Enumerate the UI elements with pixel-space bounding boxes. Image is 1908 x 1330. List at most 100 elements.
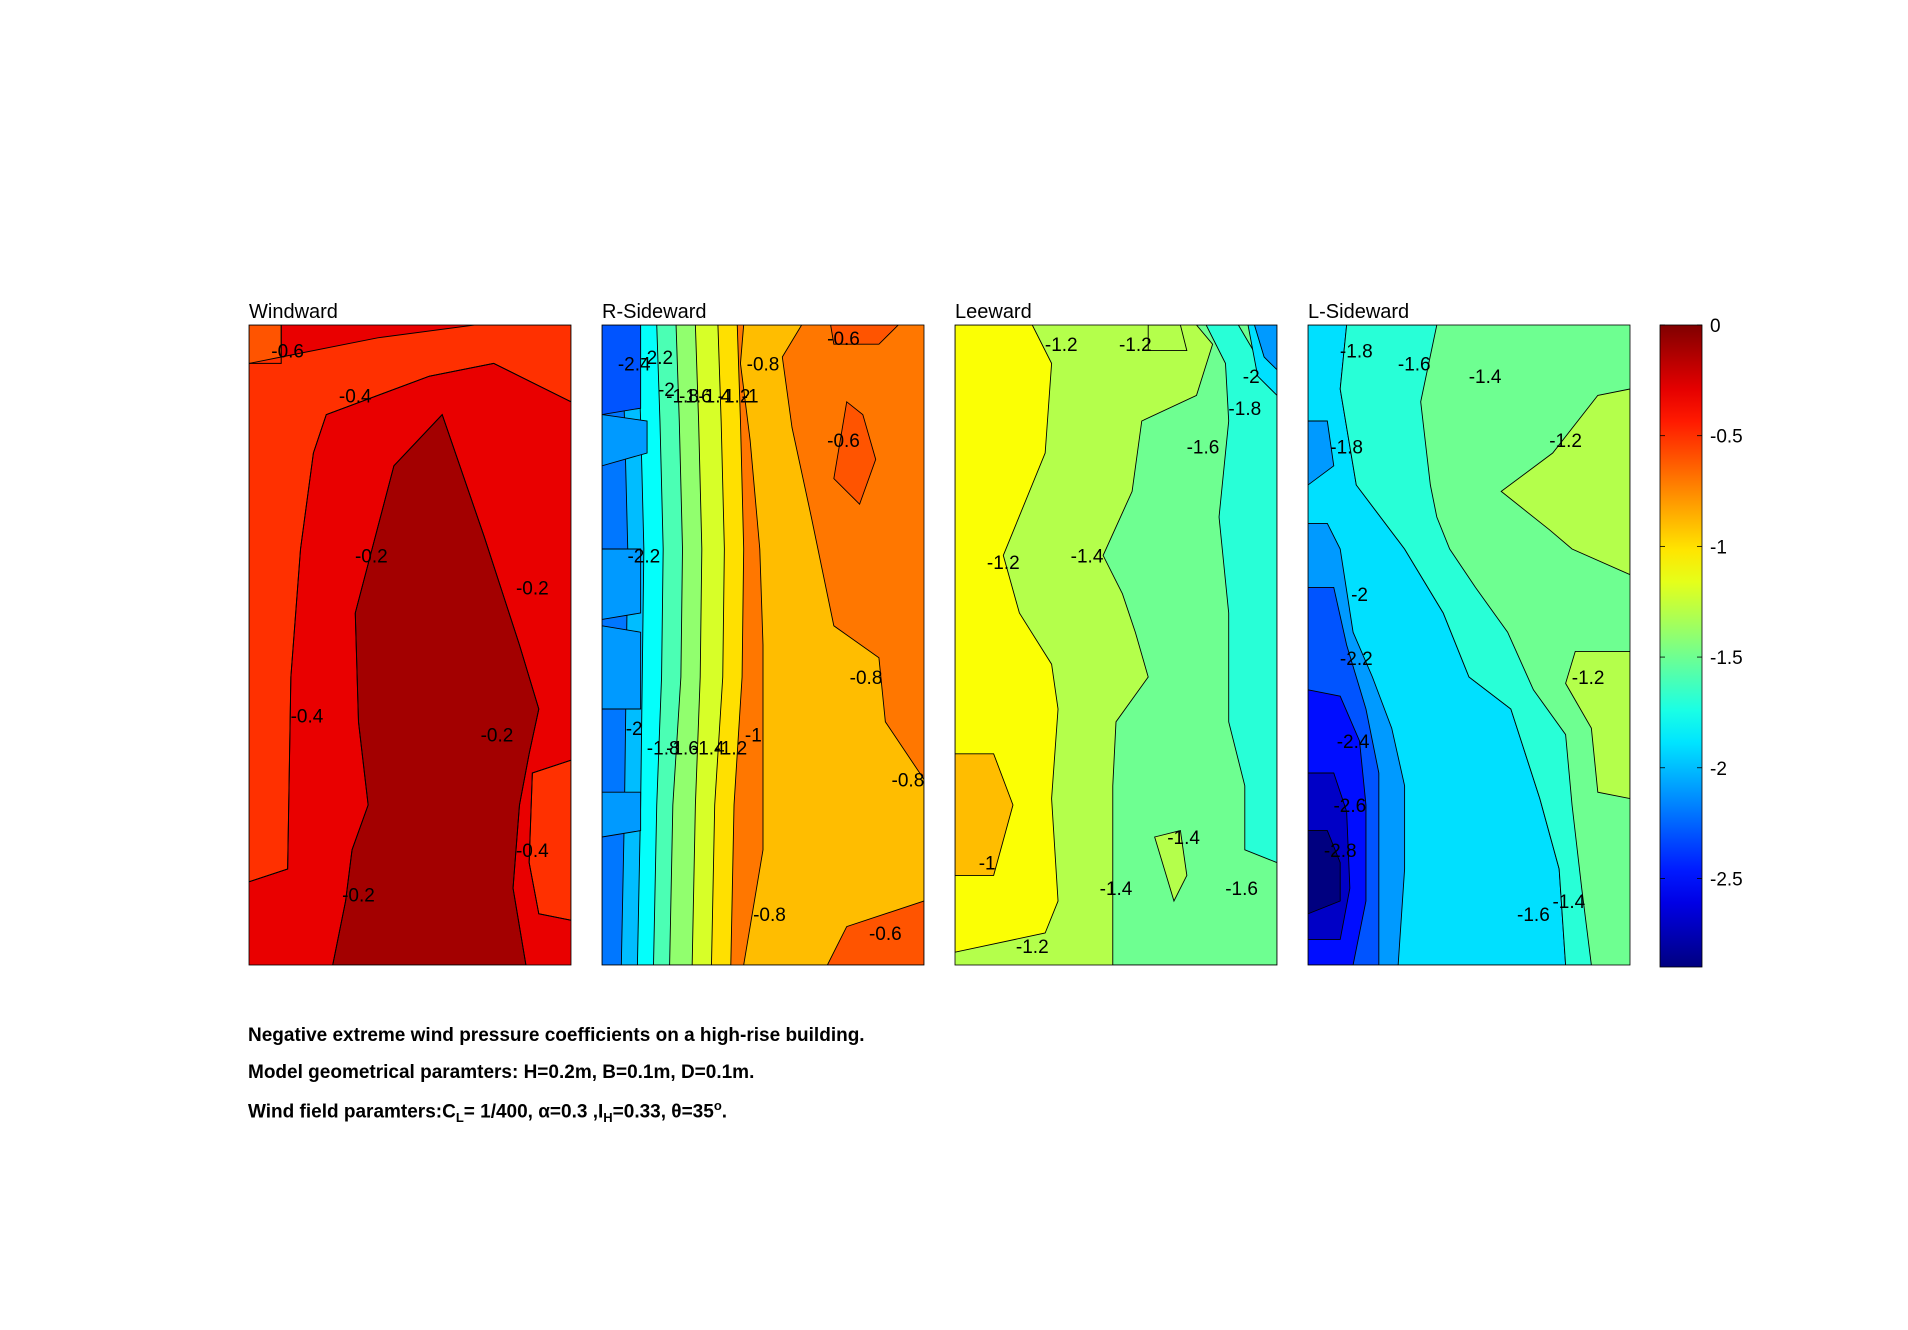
panel-body [955,325,1277,965]
panel-frame [1307,324,1631,966]
caption-line-3: Wind field paramters:CL= 1/400, α=0.3 ,I… [248,1098,727,1125]
panel-body [1308,325,1630,965]
contour-label: -1.6 [1517,905,1550,926]
contour-label: -1.4 [698,386,731,407]
contour-label: -1.2 [714,738,747,759]
panel-title: Leeward [955,301,1032,323]
caption-line-3-sub-h: H [603,1110,613,1126]
contour-label: -0.4 [339,386,372,407]
contour-region [830,325,899,345]
contour-label: -1.8 [1228,399,1261,420]
contour-label: -2.4 [1337,732,1370,753]
contour-region [833,400,877,506]
contour-label: -0.8 [892,770,925,791]
contour-line [249,362,571,883]
caption-line-2: Model geometrical paramters: H=0.2m, B=0… [248,1062,755,1083]
panel-frame [954,324,1278,966]
contour-label: -1.4 [692,738,725,759]
contour-region [1154,830,1188,903]
contour-label: -1.4 [1469,367,1502,388]
contour-line [249,325,282,364]
contour-label: -0.2 [516,578,549,599]
contour-label: -1.8 [1330,438,1363,459]
contour-label: -0.2 [355,546,388,567]
contour-label: -0.2 [481,726,514,747]
contour-region [1147,325,1188,352]
contour-line [528,759,571,921]
panel-r-sideward: -2.4-2.2-2-1.8-1.6-1.4-1.2-1-0.8-0.6-0.6… [601,301,925,966]
contour-label: -1.6 [1398,354,1431,375]
contour-region [602,548,642,620]
contour-label: -2.2 [1340,649,1373,670]
contour-label: -0.6 [271,342,304,363]
contour-label: -2.6 [1333,796,1366,817]
colorbar-tick-label: -0.5 [1710,427,1743,448]
contour-label: -1.2 [1572,668,1605,689]
contour-region [1565,650,1630,800]
contour-label: -2 [1243,367,1260,388]
panel-windward: -0.6 -0.4 -0.2 -0.2 -0.4 -0.2 -0.4 -0.2 Windward [248,301,572,966]
colorbar-tick-label: -1 [1710,537,1727,558]
contour-label: -0.2 [342,886,375,907]
contour-label: -1.6 [1225,879,1258,900]
contour-label: -1.2 [1016,937,1049,958]
colorbar-tick-label: -1.5 [1710,648,1743,669]
contour-region [602,325,642,416]
caption-line-1: Negative extreme wind pressure coefficie… [248,1025,865,1046]
contour-label: -1 [742,386,759,407]
contour-label: -2 [658,380,675,401]
caption-line-3-part-d: . [721,1101,728,1123]
contour-region [602,791,642,838]
caption-line-3-part-b: = 1/400, α=0.3 ,I [463,1101,604,1123]
contour-label: -1 [745,726,762,747]
colorbar: 0 -0.5 -1 -1.5 -2 -2.5 [1659,316,1743,968]
contour-region [602,625,642,710]
caption-line-3-part-c: =0.33, θ=35 [612,1101,714,1123]
contour-region [826,900,924,965]
contour-label: -0.6 [869,924,902,945]
contour-label: -1.2 [1119,335,1152,356]
caption-line-3-sub-l: L [455,1110,464,1126]
contour-region [1339,325,1592,965]
contour-label: -1.4 [1100,879,1133,900]
contour-label: -2.8 [1324,841,1357,862]
contour-label: -2 [626,719,643,740]
contour-label: -1.2 [1549,431,1582,452]
panel-body [602,325,924,965]
contour-label: -0.6 [827,431,860,452]
contour-label: -0.6 [827,329,860,350]
contour-label: -1.6 [679,386,712,407]
contour-line [332,413,540,965]
contour-label: -0.4 [516,841,549,862]
contour-region [1308,830,1341,915]
panel-frame [248,324,572,966]
colorbar-tick-label: 0 [1710,316,1721,337]
contour-label: -1.2 [987,553,1020,574]
contour-region [740,325,924,965]
caption-line-3-sup-o: o [713,1098,722,1113]
panel-title: R-Sideward [602,301,706,323]
contour-region [1308,420,1335,486]
panel-title: Windward [249,301,338,323]
contour-label: -1.8 [666,386,699,407]
contour-panels: -0.6 -0.4 -0.2 -0.2 -0.4 -0.2 -0.4 -0.2 Windward… [248,301,1631,966]
contour-label: -2.2 [640,348,673,369]
contour-label: -1.2 [1045,335,1078,356]
contour-region [602,414,648,467]
contour-label: -1.6 [666,738,699,759]
panel-frame [601,324,925,966]
colorbar-tick-label: -2.5 [1710,869,1743,890]
contour-label: -0.8 [747,354,780,375]
colorbar-tick-label: -2 [1710,759,1727,780]
contour-label: -2.4 [618,354,651,375]
contour-region [1500,388,1630,576]
contour-region [1253,325,1277,371]
contour-label: -1 [979,854,996,875]
panel-l-sideward: -1.8-1.6-1.4-1.2-1.8-2-2.2-1.2-2.4-2.6-2… [1307,301,1631,966]
contour-label: -0.8 [753,905,786,926]
contour-label: -1.8 [1340,342,1373,363]
contour-label: -0.8 [850,668,883,689]
contour-label: -1.6 [1187,438,1220,459]
caption-line-3-part-a: Wind field paramters:C [248,1101,456,1123]
